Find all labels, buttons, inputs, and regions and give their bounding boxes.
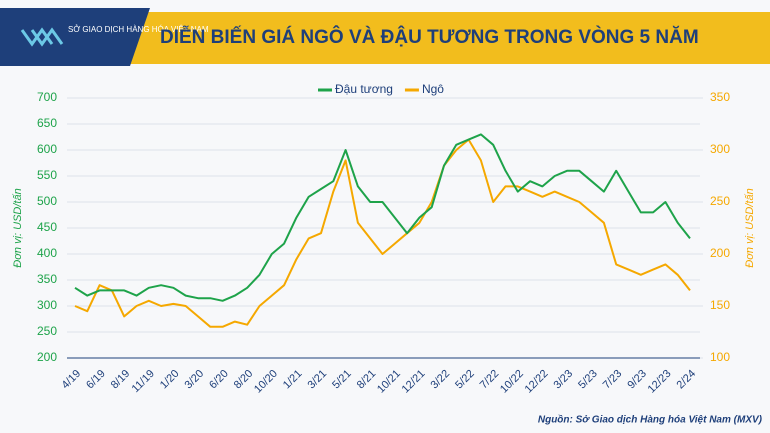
y-tick-label: 350 — [37, 272, 57, 286]
chart-title: DIỄN BIẾN GIÁ NGÔ VÀ ĐẬU TƯƠNG TRONG VÒN… — [160, 26, 699, 48]
logo-box — [0, 8, 150, 66]
y2-tick-label: 300 — [710, 142, 730, 156]
y-axis-label: Đơn vị: USD/tấn — [12, 188, 24, 267]
y2-tick-label: 200 — [710, 246, 730, 260]
y-tick-label: 300 — [37, 298, 57, 312]
title-band — [130, 12, 770, 64]
y-tick-label: 600 — [37, 142, 57, 156]
y-tick-label: 550 — [37, 168, 57, 182]
y-tick-label: 650 — [37, 116, 57, 130]
line-series — [74, 138, 691, 328]
y-tick-label: 250 — [37, 324, 57, 338]
y-tick-label: 200 — [37, 350, 57, 364]
line-series — [74, 133, 691, 302]
y-tick-label: 700 — [37, 90, 57, 104]
source: Nguồn: Sở Giao dịch Hàng hóa Việt Nam (M… — [538, 414, 763, 426]
y2-tick-label: 150 — [710, 298, 730, 312]
y2-tick-label: 100 — [710, 350, 730, 364]
logo-icon — [20, 27, 64, 47]
y2-tick-label: 250 — [710, 194, 730, 208]
y-tick-label: 400 — [37, 246, 57, 260]
y-tick-label: 500 — [37, 194, 57, 208]
y2-axis-label: Đơn vị: USD/tấn — [744, 188, 756, 267]
y-tick-label: 450 — [37, 220, 57, 234]
legend-label: Đậu tương — [335, 82, 393, 96]
y2-tick-label: 350 — [710, 90, 730, 104]
legend-label: Ngô — [422, 82, 444, 96]
logo-text: SỞ GIAO DỊCH HÀNG HÓA VIỆT NAM — [68, 25, 209, 34]
